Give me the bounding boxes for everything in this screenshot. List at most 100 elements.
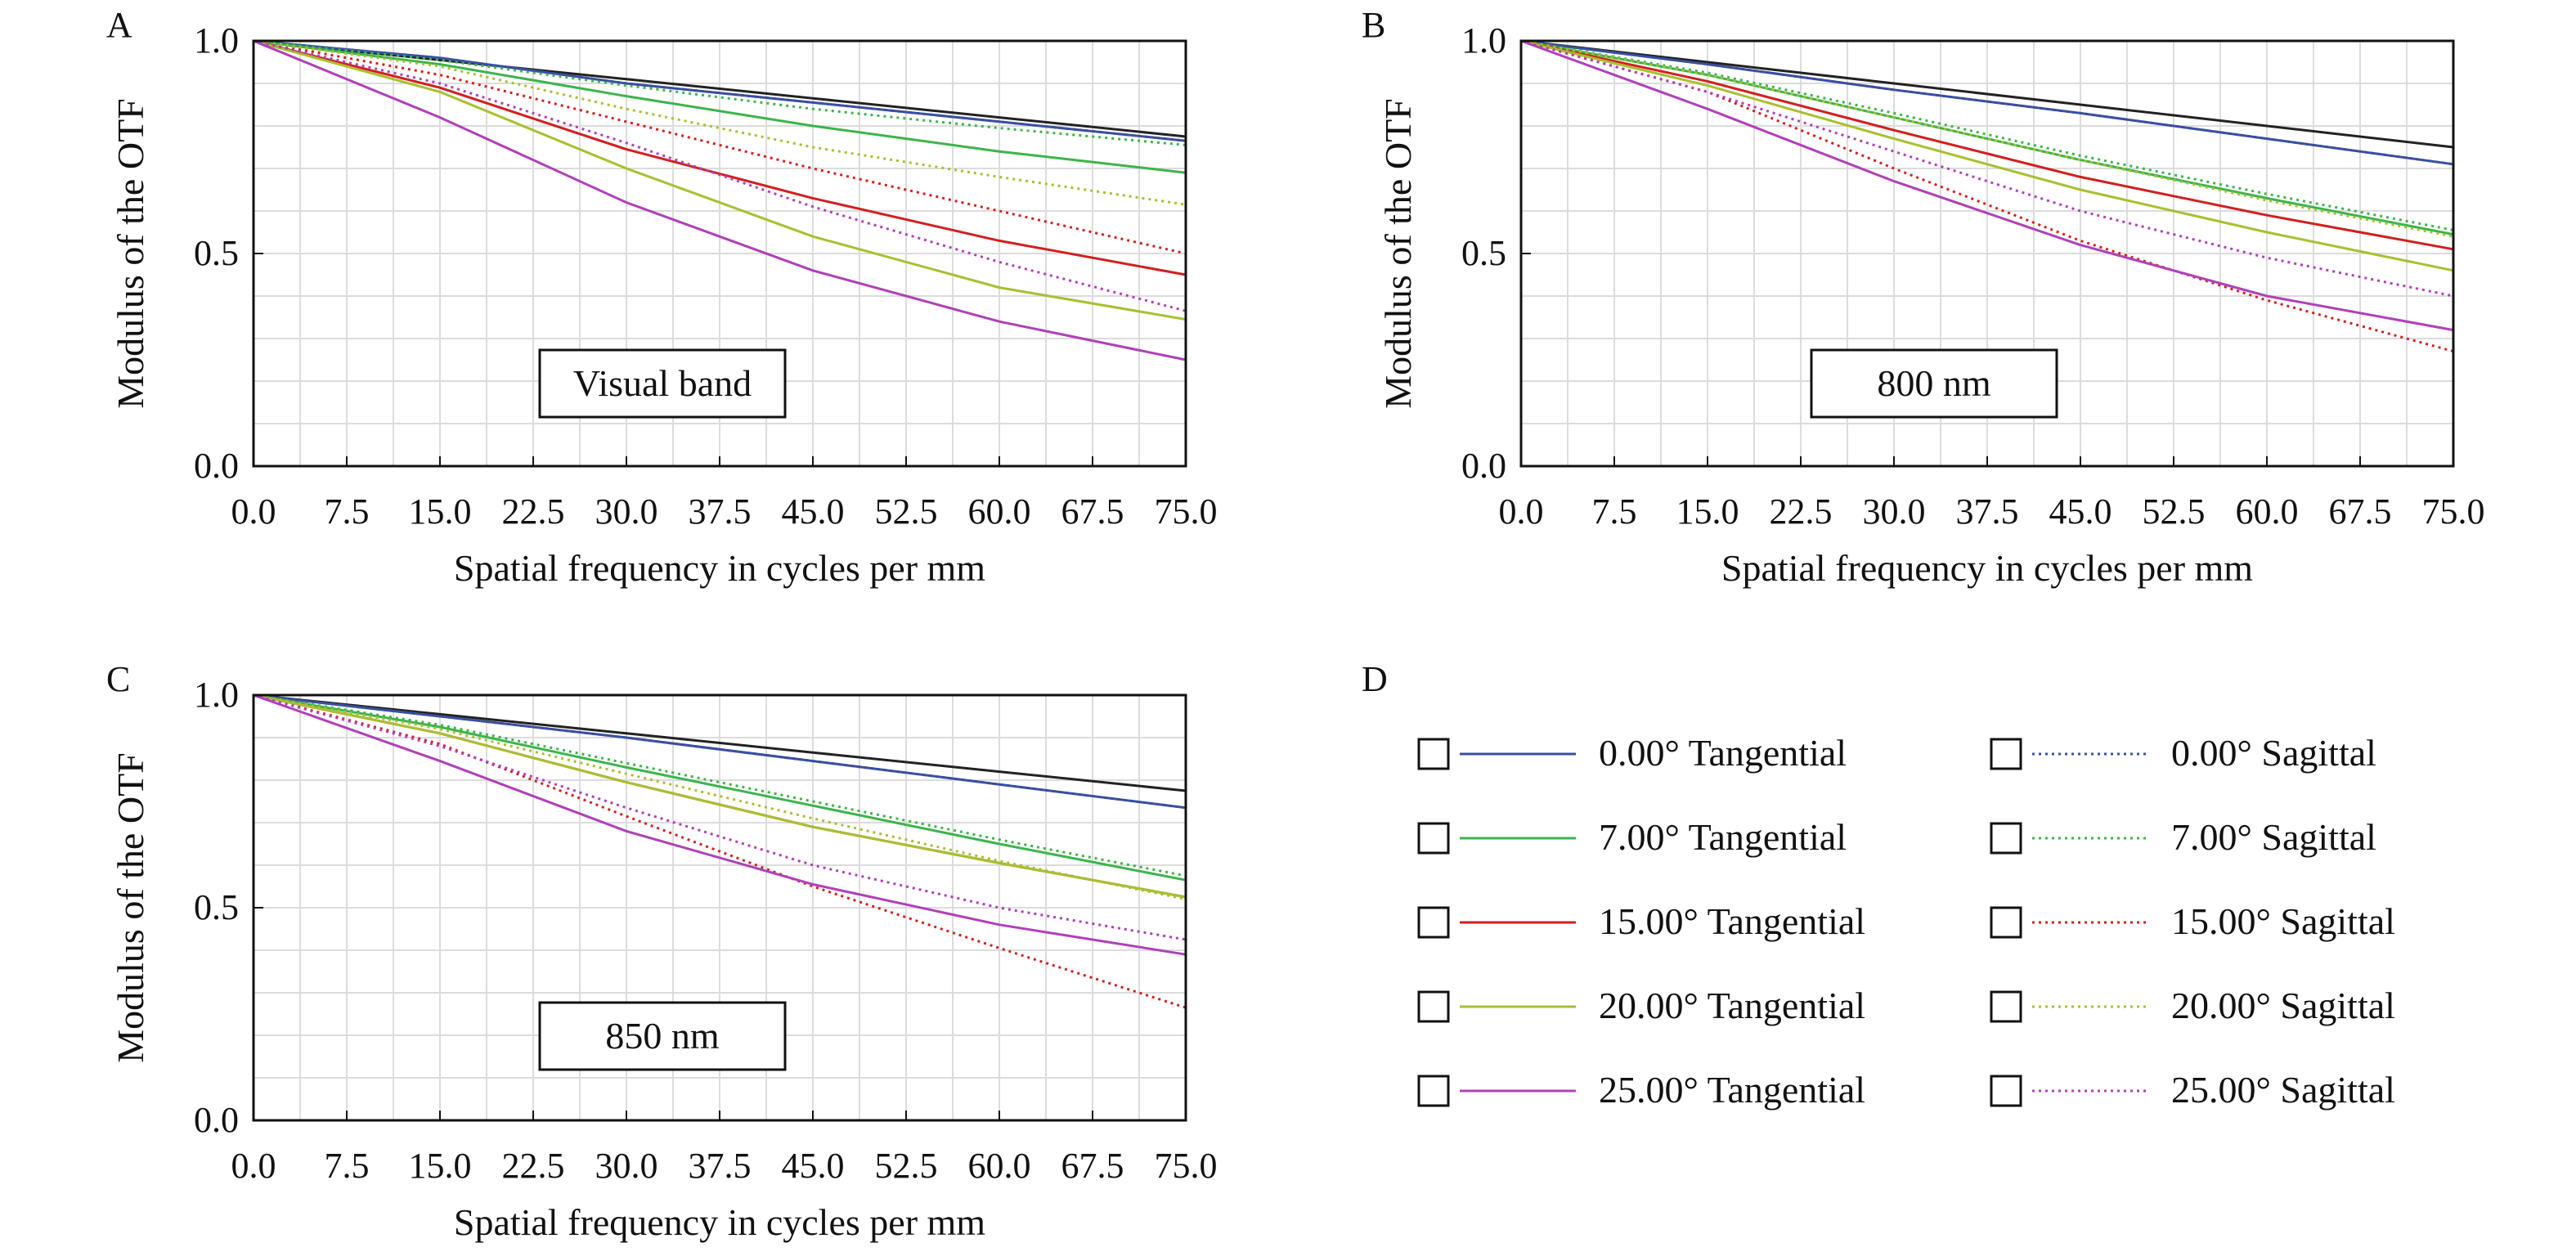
band-label-box: 850 nm — [538, 1001, 787, 1071]
x-tick-label: 15.0 — [409, 1146, 472, 1186]
x-tick-label: 75.0 — [1155, 1146, 1218, 1186]
x-tick-label: 52.5 — [2143, 491, 2206, 532]
band-label-box: Visual band — [538, 348, 787, 419]
series-line-diffraction-limit — [253, 39, 1187, 138]
series-line-15-00-tangential — [1520, 39, 2454, 251]
legend-item: 7.00° Tangential — [1417, 816, 1847, 858]
series-line-20-00-sagittal — [253, 693, 1187, 901]
series-line-20-00-tangential — [253, 39, 1187, 321]
y-tick-label: 0.5 — [194, 887, 239, 927]
series-line-25-00-sagittal — [253, 39, 1187, 312]
series-line-20-00-sagittal — [1520, 39, 2454, 238]
legend-label: 20.00° Sagittal — [2171, 985, 2395, 1026]
legend-item: 0.00° Sagittal — [1990, 732, 2376, 774]
y-tick-label: 0.0 — [194, 1100, 239, 1140]
series-line-20-00-tangential — [253, 693, 1187, 899]
y-tick-label: 0.5 — [194, 233, 239, 273]
x-ticks: 0.0 7.5 15.0 22.5 30.0 37.5 45.0 52.5 60.0 67.5 75… — [231, 1111, 1218, 1186]
x-axis-label: Spatial frequency in cycles per mm — [454, 547, 985, 589]
x-tick-label: 7.5 — [325, 491, 370, 532]
x-tick-label: 0.0 — [231, 1146, 276, 1186]
series-group — [1520, 39, 2454, 353]
legend-item: 15.00° Tangential — [1417, 900, 1865, 942]
legend-label: 0.00° Tangential — [1599, 732, 1847, 774]
x-tick-label: 30.0 — [1863, 491, 1926, 532]
x-tick-label: 22.5 — [502, 491, 565, 532]
series-line-25-00-tangential — [253, 39, 1187, 361]
legend-checkbox — [1990, 1075, 2022, 1107]
series-line-0-00-tangential — [253, 39, 1187, 142]
x-tick-label: 30.0 — [595, 1146, 658, 1186]
panel-letter: B — [1362, 5, 1385, 45]
x-tick-label: 67.5 — [1061, 1146, 1124, 1186]
legend-checkbox — [1417, 990, 1450, 1023]
series-line-0-00-tangential — [253, 693, 1187, 810]
y-tick-label: 1.0 — [194, 675, 239, 715]
grid — [1521, 41, 2453, 466]
series-line-0-00-tangential — [1520, 39, 2454, 166]
band-label-frame — [538, 1001, 787, 1071]
legend-label: 0.00° Sagittal — [2171, 732, 2376, 774]
x-ticks: 0.0 7.5 15.0 22.5 30.0 37.5 45.0 52.5 60.0 67.5 75… — [1499, 456, 2485, 532]
y-ticks: 0.0 0.5 1.0 — [194, 20, 263, 486]
x-tick-label: 60.0 — [968, 1146, 1031, 1186]
legend-item: 25.00° Tangential — [1417, 1069, 1865, 1111]
y-ticks: 0.0 0.5 1.0 — [1461, 20, 1531, 486]
legend-label: 25.00° Tangential — [1599, 1069, 1865, 1111]
y-tick-label: 1.0 — [194, 20, 239, 61]
legend-checkbox — [1990, 738, 2022, 770]
x-tick-label: 45.0 — [2049, 491, 2112, 532]
legend-label: 15.00° Sagittal — [2171, 900, 2395, 942]
legend-label: 7.00° Sagittal — [2171, 816, 2376, 858]
panel-a: A 0.0 7.5 15.0 22.5 30.0 37.5 45.0 52.5 60.0 67.5 7… — [106, 5, 1218, 589]
x-tick-label: 67.5 — [2329, 491, 2392, 532]
x-tick-label: 60.0 — [2236, 491, 2299, 532]
x-tick-label: 22.5 — [502, 1146, 565, 1186]
legend-checkbox — [1417, 822, 1450, 855]
series-line-diffraction-limit — [1520, 39, 2454, 149]
y-tick-label: 0.5 — [1461, 233, 1506, 273]
series-line-15-00-sagittal — [253, 39, 1187, 255]
y-tick-label: 0.0 — [1461, 446, 1506, 486]
series-line-7-00-tangential — [253, 693, 1187, 882]
legend-label: 20.00° Tangential — [1599, 985, 1865, 1026]
x-axis-label: Spatial frequency in cycles per mm — [454, 1201, 985, 1243]
series-line-25-00-tangential — [1520, 39, 2454, 332]
x-tick-label: 52.5 — [875, 491, 938, 532]
x-tick-label: 45.0 — [782, 1146, 845, 1186]
legend-item: 0.00° Tangential — [1417, 732, 1847, 774]
series-line-7-00-sagittal — [253, 693, 1187, 877]
x-tick-label: 67.5 — [1061, 491, 1124, 532]
x-ticks: 0.0 7.5 15.0 22.5 30.0 37.5 45.0 52.5 60.0 67.5 75… — [231, 456, 1218, 532]
series-line-25-00-tangential — [253, 693, 1187, 956]
x-tick-label: 75.0 — [1155, 491, 1218, 532]
legend-checkbox — [1417, 906, 1450, 939]
x-tick-label: 30.0 — [595, 491, 658, 532]
legend-label: 15.00° Tangential — [1599, 900, 1865, 942]
legend-item: 15.00° Sagittal — [1990, 900, 2395, 942]
x-tick-label: 37.5 — [689, 1146, 752, 1186]
legend-item: 20.00° Sagittal — [1990, 985, 2395, 1026]
series-line-7-00-sagittal — [1520, 39, 2454, 231]
x-tick-label: 0.0 — [231, 491, 276, 532]
band-label: 850 nm — [605, 1015, 720, 1057]
x-tick-label: 52.5 — [875, 1146, 938, 1186]
band-label: 800 nm — [1877, 362, 1991, 404]
y-tick-label: 0.0 — [194, 446, 239, 486]
legend-checkbox — [1990, 906, 2022, 939]
legend-checkbox — [1417, 738, 1450, 770]
x-tick-label: 75.0 — [2422, 491, 2485, 532]
panel-c: C 0.0 7.5 15.0 22.5 30.0 37.5 45.0 52.5 60.0 67.5 7… — [106, 659, 1218, 1243]
series-group — [253, 39, 1187, 361]
band-label-frame — [1810, 348, 2058, 419]
legend-checkbox — [1990, 990, 2022, 1023]
series-line-7-00-tangential — [253, 39, 1187, 174]
legend-item: 20.00° Tangential — [1417, 985, 1865, 1026]
panel-letter: A — [106, 5, 132, 45]
series-line-15-00-sagittal — [253, 693, 1187, 1009]
x-tick-label: 0.0 — [1499, 491, 1544, 532]
x-tick-label: 7.5 — [325, 1146, 370, 1186]
legend-checkbox — [1990, 822, 2022, 855]
y-axis-label: Modulus of the OTF — [110, 752, 151, 1063]
